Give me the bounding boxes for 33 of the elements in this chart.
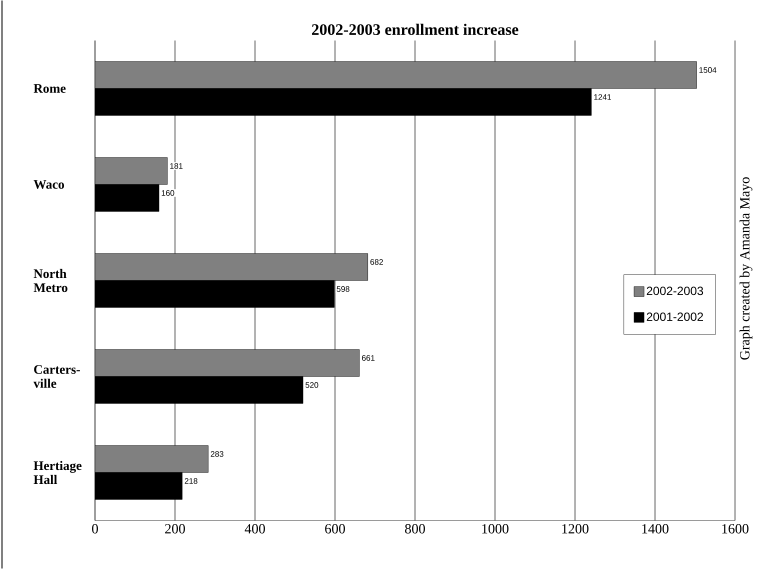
- data-label: 598: [336, 286, 350, 292]
- data-label: 1241: [594, 94, 612, 100]
- data-label: 520: [306, 382, 318, 388]
- bar: [95, 349, 360, 377]
- y-tick-label: North Metro: [34, 268, 68, 292]
- y-tick-label: Rome: [34, 84, 66, 93]
- legend-label: 2002-2003: [646, 286, 704, 296]
- x-tick-label: 1600: [722, 524, 748, 534]
- x-tick-label: 1200: [562, 524, 588, 534]
- data-label: 160: [162, 190, 174, 196]
- x-tick-label: 400: [244, 524, 265, 534]
- legend-label: 2001-2002: [646, 312, 704, 321]
- x-tick-label: 1000: [482, 524, 508, 534]
- bar: [95, 445, 208, 473]
- data-label: 218: [184, 478, 198, 484]
- text: Graph created by Amanda Mayo: [740, 177, 752, 360]
- bar: [95, 253, 368, 281]
- bar: [95, 61, 697, 89]
- data-label: 682: [370, 259, 383, 265]
- chart-title: 2002-2003 enrollment increase: [312, 24, 518, 35]
- data-label: 181: [170, 163, 183, 169]
- data-label: 283: [210, 451, 224, 457]
- y-tick-label: Hertiage Hall: [34, 460, 82, 484]
- x-tick-label: 0: [92, 524, 98, 534]
- x-tick-label: 200: [165, 524, 185, 534]
- y-tick-label: Carters-ville: [33, 365, 80, 388]
- data-label: 1504: [699, 67, 716, 73]
- x-tick-label: 1400: [642, 524, 668, 534]
- x-tick-label: 600: [325, 524, 345, 534]
- x-tick-label: 800: [405, 524, 425, 534]
- data-label: 661: [362, 355, 375, 361]
- bar: [95, 157, 168, 185]
- y-tick-label: Waco: [34, 180, 64, 189]
